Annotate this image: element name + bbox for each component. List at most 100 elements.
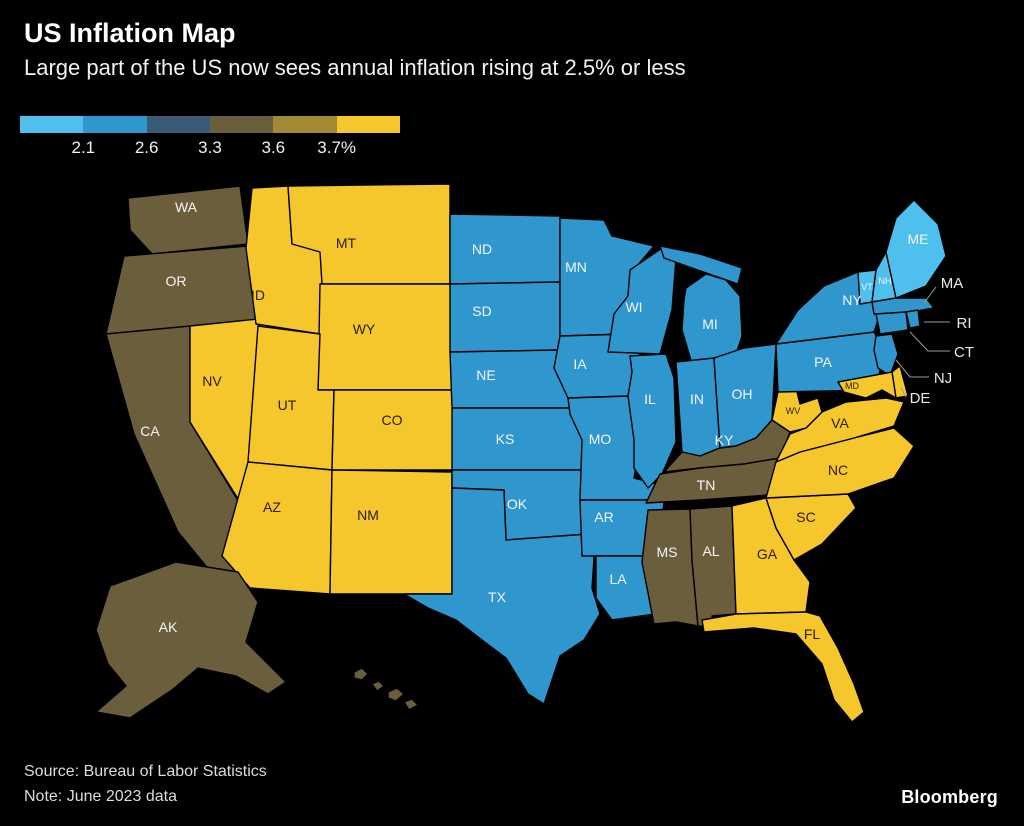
state-label-id: ID (251, 287, 265, 303)
state-label-or: OR (166, 273, 187, 289)
leader-ct (909, 331, 950, 352)
state-label-nv: NV (202, 373, 222, 389)
legend-labels: 2.1 2.6 3.3 3.6 3.7% (20, 138, 400, 160)
state-label-va: VA (831, 415, 849, 431)
state-label-ks: KS (496, 431, 515, 447)
state-label-in: IN (690, 391, 704, 407)
leader-ma (923, 286, 937, 304)
legend-tick-label: 3.7% (317, 138, 357, 157)
state-label-ri: RI (957, 315, 972, 332)
state-label-tx: TX (488, 589, 507, 605)
legend-bar (20, 116, 400, 133)
state-label-sc: SC (796, 509, 815, 525)
state-label-ut: UT (278, 397, 297, 413)
legend-swatch-3 (209, 116, 274, 133)
state-label-wa: WA (175, 199, 198, 215)
footer: Source: Bureau of Labor Statistics Note:… (24, 760, 267, 810)
legend: 2.1 2.6 3.3 3.6 3.7% (20, 116, 400, 160)
state-me (885, 199, 947, 299)
state-label-az: AZ (263, 499, 281, 515)
header: US Inflation Map Large part of the US no… (24, 18, 1000, 81)
state-ks (451, 407, 585, 471)
legend-swatch-4 (273, 116, 337, 133)
state-co (331, 389, 471, 471)
state-label-wi: WI (625, 299, 642, 315)
state-label-il: IL (644, 391, 656, 407)
note-text: Note: June 2023 data (24, 788, 178, 806)
state-ms (641, 508, 699, 627)
state-label-oh: OH (732, 386, 753, 402)
state-nd (449, 213, 561, 285)
state-label-nj: NJ (934, 370, 952, 387)
state-label-ma: MA (941, 275, 964, 292)
legend-swatch-5 (336, 116, 400, 133)
legend-swatch-0 (20, 116, 84, 133)
state-fl (701, 611, 865, 723)
state-ak (95, 561, 287, 719)
state-md (837, 371, 897, 399)
state-shapes (95, 183, 947, 723)
state-label-ny: NY (842, 292, 862, 308)
state-label-co: CO (382, 412, 403, 428)
legend-tick-label: 3.6 (261, 138, 286, 157)
state-label-ak: AK (159, 619, 178, 635)
state-label-fl: FL (804, 626, 821, 642)
state-label-al: AL (702, 543, 719, 559)
leader-lines (895, 286, 950, 398)
state-nm (329, 469, 453, 595)
state-label-ne: NE (476, 367, 495, 383)
state-label-ok: OK (507, 496, 528, 512)
source-text: Source: Bureau of Labor Statistics (24, 763, 267, 781)
state-al (689, 505, 737, 629)
state-label-tn: TN (697, 477, 716, 493)
page-title: US Inflation Map (24, 18, 236, 48)
legend-tick-label: 2.6 (134, 138, 159, 157)
state-label-me: ME (908, 231, 929, 247)
state-label-mi: MI (702, 316, 718, 332)
state-label-nd: ND (472, 241, 492, 257)
legend-tick-label: 2.1 (71, 138, 96, 157)
state-wy (317, 283, 453, 391)
state-label-sd: SD (472, 303, 491, 319)
state-label-mn: MN (565, 259, 587, 275)
state-label-pa: PA (814, 354, 832, 370)
state-ct (875, 311, 909, 335)
state-label-vt: VT (861, 282, 873, 292)
state-label-ms: MS (657, 544, 678, 560)
legend-tick-label: 3.3 (198, 138, 222, 157)
state-labels: WA OR CA NV ID MT WY UT CO AZ NM ND SD N… (140, 199, 974, 642)
state-hi (353, 667, 419, 711)
page-subtitle: Large part of the US now sees annual inf… (24, 55, 686, 81)
state-label-nc: NC (828, 462, 848, 478)
state-label-ar: AR (594, 509, 613, 525)
state-label-ca: CA (140, 423, 160, 439)
state-il (627, 353, 677, 489)
bloomberg-logo: Bloomberg (901, 787, 998, 807)
state-label-ct: CT (954, 344, 974, 361)
state-in (675, 357, 721, 457)
state-label-wv: WV (786, 406, 801, 416)
state-label-nm: NM (357, 507, 379, 523)
state-or (105, 245, 257, 335)
leader-nj (895, 359, 929, 378)
state-label-mo: MO (589, 431, 612, 447)
state-sd (449, 281, 561, 353)
state-wa (127, 185, 249, 255)
state-label-wy: WY (353, 321, 376, 337)
state-label-la: LA (609, 571, 627, 587)
state-label-mt: MT (336, 235, 357, 251)
leader-de (900, 387, 907, 398)
state-label-md: MD (845, 381, 859, 391)
state-tx (403, 487, 601, 705)
state-label-ga: GA (757, 546, 778, 562)
state-label-ky: KY (715, 432, 734, 448)
legend-swatch-1 (83, 116, 147, 133)
state-az (221, 461, 333, 595)
legend-swatch-2 (146, 116, 210, 133)
state-label-ia: IA (573, 356, 587, 372)
state-label-nh: NH (879, 276, 892, 286)
state-label-de: DE (910, 390, 931, 407)
state-ri (905, 309, 921, 329)
